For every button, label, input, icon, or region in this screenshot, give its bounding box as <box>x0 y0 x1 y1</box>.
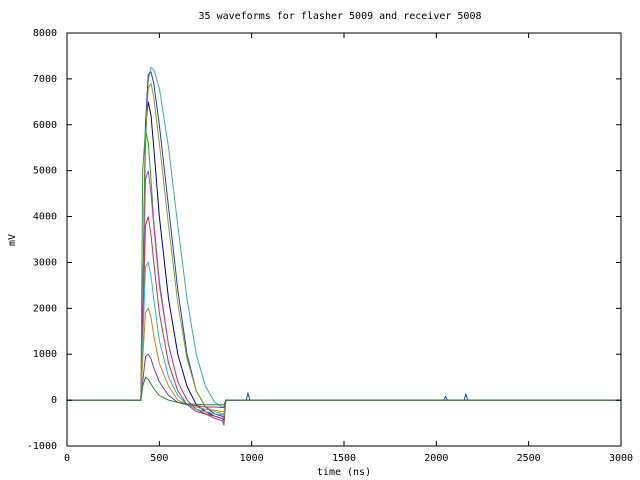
y-tick-label: 1000 <box>33 349 57 360</box>
y-axis-label: mV <box>7 234 18 246</box>
y-tick-label: 6000 <box>33 120 57 131</box>
y-tick-label: 0 <box>51 395 57 406</box>
y-tick-label: 8000 <box>33 28 57 39</box>
waveform <box>67 307 621 413</box>
waveform <box>67 376 621 406</box>
waveform <box>67 170 621 425</box>
waveform <box>67 82 621 415</box>
y-tick-label: 7000 <box>33 74 57 85</box>
x-axis-label: time (ns) <box>317 467 371 478</box>
x-tick-label: 3000 <box>609 453 633 464</box>
x-tick-label: 1500 <box>332 453 356 464</box>
waveform <box>67 66 621 408</box>
x-tick-label: 0 <box>64 453 70 464</box>
y-tick-label: 3000 <box>33 257 57 268</box>
plot-area <box>67 66 621 426</box>
waveform <box>67 353 621 408</box>
waveform <box>67 216 621 421</box>
x-tick-label: 1000 <box>240 453 264 464</box>
x-tick-label: 2500 <box>517 453 541 464</box>
y-tick-label: 2000 <box>33 303 57 314</box>
chart-title: 35 waveforms for flasher 5009 and receiv… <box>199 11 482 22</box>
waveform <box>67 71 621 419</box>
x-tick-label: 2000 <box>424 453 448 464</box>
plot-frame <box>66 32 622 447</box>
y-tick-label: 5000 <box>33 166 57 177</box>
waveform <box>67 261 621 416</box>
y-tick-label: -1000 <box>27 441 57 452</box>
waveform <box>67 101 621 423</box>
y-tick-label: 4000 <box>33 212 57 223</box>
x-tick-label: 500 <box>150 453 168 464</box>
waveform <box>67 129 621 426</box>
